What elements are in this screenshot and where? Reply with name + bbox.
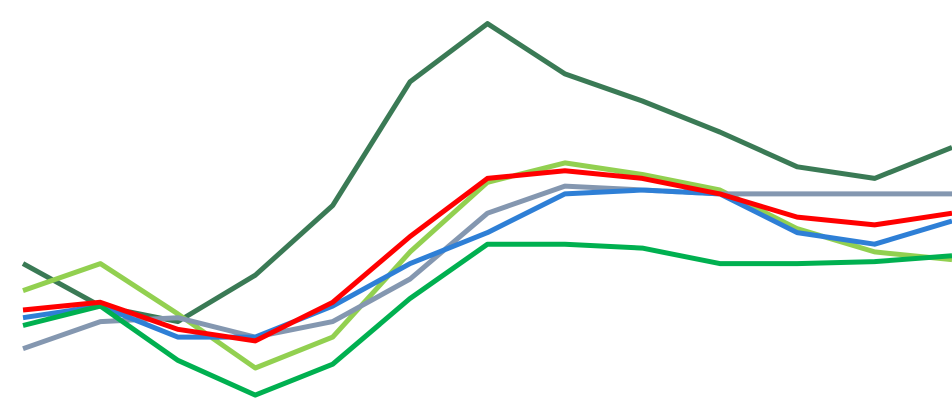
series-line-1 — [21, 21, 952, 325]
series-line-5 — [22, 241, 952, 398]
series-line-6 — [22, 168, 952, 344]
series-line-4 — [22, 187, 952, 340]
series-line-3 — [22, 183, 952, 352]
series-layer — [21, 21, 952, 398]
series-line-2 — [22, 160, 952, 371]
